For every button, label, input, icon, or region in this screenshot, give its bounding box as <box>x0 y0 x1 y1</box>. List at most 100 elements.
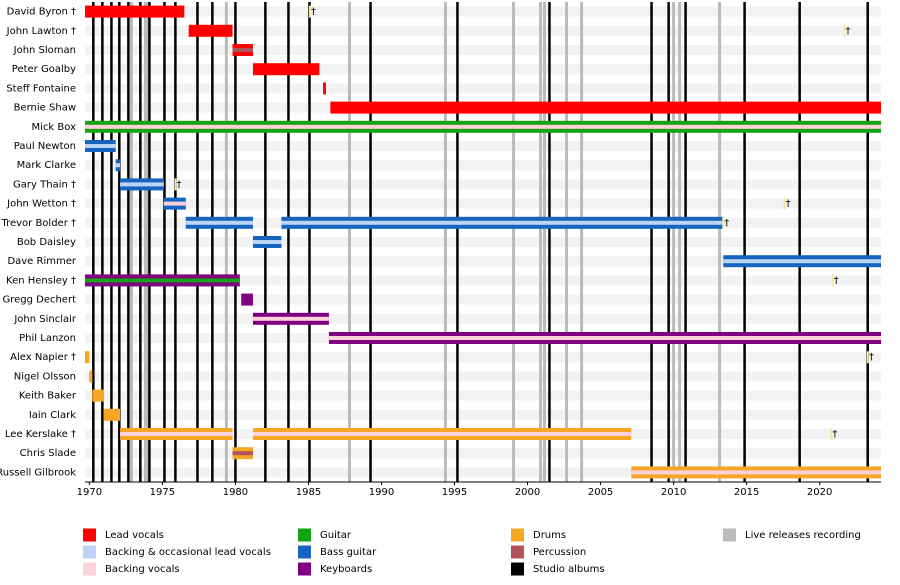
row-band <box>85 83 881 94</box>
row-band <box>85 141 881 151</box>
member-bar-secondary <box>328 336 881 340</box>
member-bar <box>323 82 326 95</box>
member-bar-secondary <box>185 220 253 225</box>
member-name: Alex Napier † <box>10 352 76 363</box>
x-tick-label: 2005 <box>588 487 613 498</box>
legend-swatch <box>83 545 96 559</box>
x-tick-label: 1990 <box>369 487 394 498</box>
row-band <box>85 256 881 267</box>
member-name: Trevor Bolder † <box>0 218 76 229</box>
member-bar-secondary <box>232 48 253 52</box>
member-name: David Byron † <box>7 7 76 18</box>
row-band <box>85 64 881 75</box>
death-symbol: † <box>834 275 839 286</box>
row-band <box>85 198 881 209</box>
death-symbol: † <box>786 199 791 210</box>
row-band <box>85 467 881 478</box>
row-band <box>85 237 881 247</box>
member-bar <box>241 293 253 306</box>
member-bar-secondary <box>252 316 329 321</box>
row-band <box>85 409 881 420</box>
row-band <box>85 313 881 324</box>
member-bar-secondary <box>85 124 881 129</box>
member-bar-secondary <box>281 220 724 225</box>
member-bar <box>89 370 93 383</box>
member-name: Iain Clark <box>29 410 76 421</box>
member-name: Lee Kerslake † <box>5 429 76 440</box>
member-name: Bob Daisley <box>17 237 76 248</box>
member-name: Keith Baker <box>19 391 77 402</box>
legend-swatch <box>511 545 524 559</box>
legend-swatch <box>298 545 311 559</box>
member-bar-secondary <box>120 432 233 436</box>
death-symbol: † <box>832 429 837 440</box>
member-name: Peter Goalby <box>12 64 76 75</box>
member-bar-secondary <box>120 182 164 187</box>
row-band <box>85 371 881 382</box>
member-bar-secondary <box>163 201 186 206</box>
member-bar <box>85 5 185 18</box>
member-name: Gary Thain † <box>13 179 76 190</box>
member-name: Phil Lanzon <box>19 333 76 344</box>
legend-swatch <box>511 562 524 576</box>
x-tick-label: 2015 <box>734 487 759 498</box>
row-band <box>85 294 881 305</box>
row-band <box>85 352 881 363</box>
legend-swatch <box>298 562 311 576</box>
x-tick-label: 2000 <box>515 487 540 498</box>
legend-swatch <box>83 528 96 542</box>
legend-label: Studio albums <box>533 564 605 575</box>
legend-label: Live releases recording <box>745 530 861 541</box>
x-tick-label: 1975 <box>150 487 175 498</box>
row-band <box>85 25 881 36</box>
death-symbol: † <box>845 26 850 37</box>
member-bar <box>252 63 320 76</box>
death-symbol: † <box>177 179 182 190</box>
member-bar-secondary <box>631 470 881 475</box>
member-bar-secondary <box>252 432 632 436</box>
row-band <box>85 390 881 401</box>
death-symbol: † <box>869 352 874 363</box>
member-bar <box>85 351 90 364</box>
member-bar-secondary <box>85 144 116 148</box>
row-band <box>85 6 881 17</box>
member-name: Nigel Olsson <box>14 371 76 382</box>
member-name: John Sloman <box>13 45 76 56</box>
legend-swatch <box>511 528 524 542</box>
member-bar-secondary <box>85 278 240 283</box>
member-bar <box>92 389 104 402</box>
member-bar-secondary <box>723 259 881 264</box>
member-name: Mick Box <box>32 122 77 133</box>
member-bar-secondary <box>252 240 282 244</box>
member-bar <box>103 408 121 421</box>
legend-label: Lead vocals <box>105 530 164 541</box>
row-band <box>85 45 881 55</box>
legend-swatch <box>298 528 311 542</box>
member-name: Dave Rimmer <box>7 256 76 267</box>
member-name: Gregg Dechert <box>2 295 76 306</box>
x-tick-label: 1970 <box>77 487 102 498</box>
legend-label: Bass guitar <box>320 547 377 558</box>
member-name: Mark Clarke <box>17 160 76 171</box>
member-name: John Sinclair <box>13 314 77 325</box>
member-name: Russell Gilbrook <box>0 467 76 478</box>
death-symbol: † <box>311 7 316 18</box>
x-tick-label: 2020 <box>807 487 832 498</box>
x-tick-label: 1995 <box>442 487 467 498</box>
member-name: Paul Newton <box>14 141 76 152</box>
member-bar-secondary <box>232 451 253 456</box>
member-name: John Wetton † <box>6 199 76 210</box>
death-symbol: † <box>724 218 729 229</box>
x-tick-label: 1980 <box>223 487 248 498</box>
member-bar <box>188 24 233 37</box>
legend-label: Keyboards <box>320 564 372 575</box>
member-name: Steff Fontaine <box>6 83 76 94</box>
legend-label: Guitar <box>320 530 352 541</box>
member-name: Bernie Shaw <box>14 103 76 114</box>
row-band <box>85 179 881 190</box>
member-name: Ken Hensley † <box>6 275 76 286</box>
legend-swatch <box>83 562 96 576</box>
member-bar <box>330 101 882 114</box>
legend-label: Backing vocals <box>105 564 180 575</box>
